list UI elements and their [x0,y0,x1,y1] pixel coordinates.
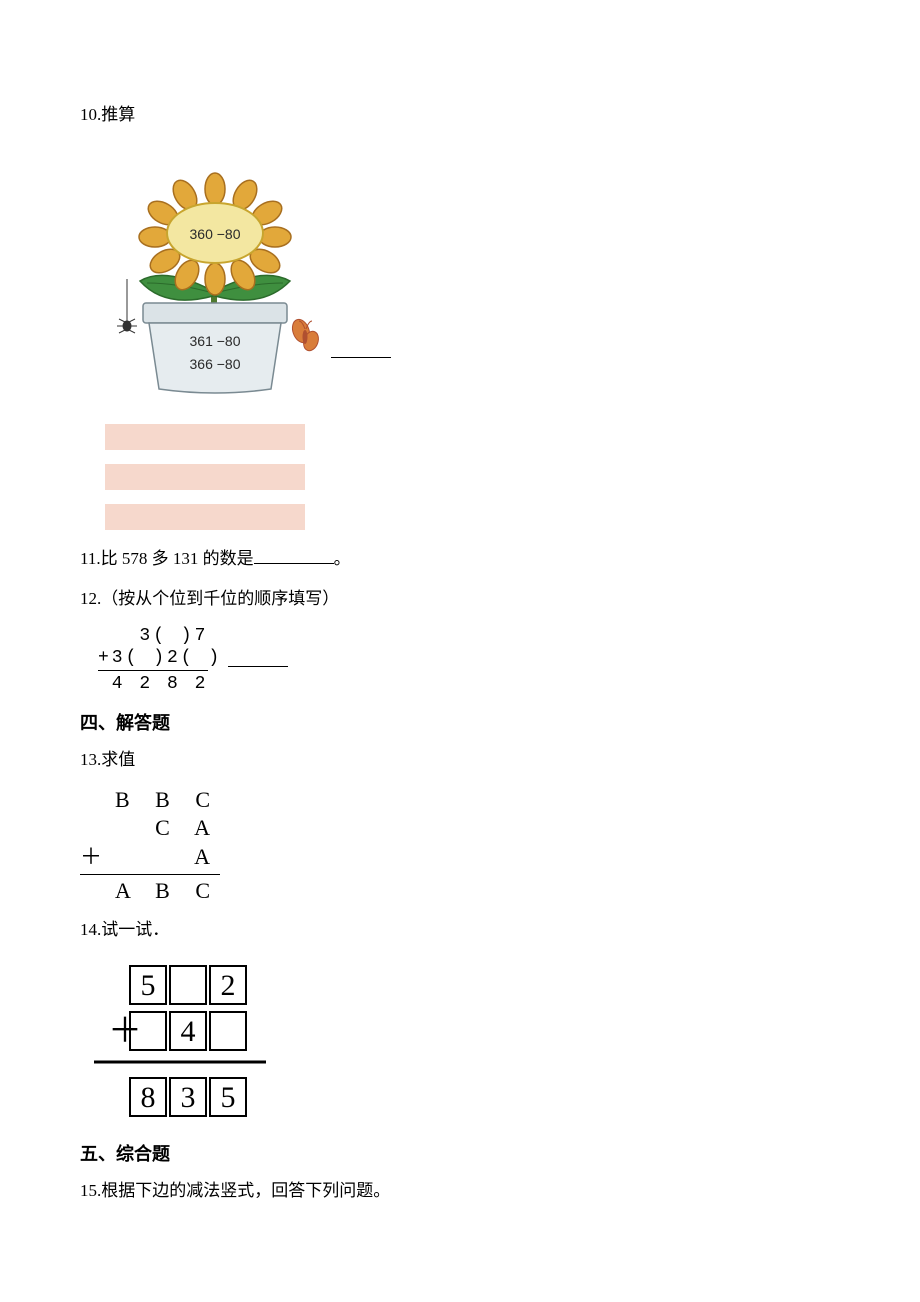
q11-line: 11.比 578 多 131 的数是 。 [80,544,840,575]
q12-row2: +3( )2( ) [98,647,222,670]
q14-number: 14. [80,920,101,939]
page: 10.推算 [0,0,920,1302]
q15-number: 15. [80,1181,101,1200]
sunflower-svg: 360 −80 361 −80 366 −80 [105,171,325,401]
q13-number: 13. [80,750,101,769]
q14-cell-1-2[interactable] [210,1012,246,1050]
q12-heading: 12.（按从个位到千位的顺序填写） [80,584,840,615]
q13-column: B B C C A ＋A A B C [80,786,220,905]
q14-d-0-2: 2 [221,969,236,1002]
q12-blank[interactable] [228,653,288,667]
q13-r3: ＋A [80,843,220,872]
q14-plus: ＋ [108,1013,142,1050]
flower-center-text: 360 −80 [190,226,241,242]
q14-d-0-0: 5 [141,969,156,1002]
q12-column: 3( )7 +3( )2( ) 4 2 8 2 [98,625,840,696]
q12-number: 12. [80,589,101,608]
q10-title: 推算 [101,105,135,124]
plus-sign: ＋ [80,843,102,872]
q14-d-2-0: 8 [141,1081,156,1114]
q10-number: 10. [80,105,101,124]
q14-d-2-2: 5 [221,1081,236,1114]
q10-sunflower-figure: 360 −80 361 −80 366 −80 [105,171,325,406]
q10-answer-boxes [105,424,305,530]
q14-cell-0-1[interactable] [170,966,206,1004]
q10-heading: 10.推算 [80,100,840,131]
q14-svg: ＋ 5 2 4 8 3 5 [80,956,280,1126]
pot-text-2: 366 −80 [190,356,241,372]
q13-r1: B B C [80,786,220,815]
q13-rule [80,874,220,875]
q10-answer-box-3[interactable] [105,504,305,530]
q14-heading: 14.试一试． [80,915,840,946]
q11-blank[interactable] [254,550,334,564]
q13-sum: A B C [80,877,220,906]
butterfly-icon [289,317,321,353]
q12-column-math: 3( )7 +3( )2( ) 4 2 8 2 [98,625,222,696]
q12-row1: 3( )7 [98,625,222,648]
q13-heading: 13.求值 [80,745,840,776]
q14-d-2-1: 3 [181,1081,196,1114]
q13-r3-val: A [194,844,220,869]
q14-d-1-1: 4 [181,1015,196,1048]
q14-figure: ＋ 5 2 4 8 3 5 [80,956,840,1126]
q10-figure-row: 360 −80 361 −80 366 −80 [80,141,840,416]
pot-text-1: 361 −80 [190,333,241,349]
q15-title: 根据下边的减法竖式，回答下列问题。 [101,1181,390,1200]
q11-suffix: 。 [334,549,351,568]
q10-answer-box-1[interactable] [105,424,305,450]
flower-pot: 361 −80 366 −80 [143,303,287,393]
q10-answer-box-2[interactable] [105,464,305,490]
q11-prefix: 比 578 多 131 的数是 [101,549,254,568]
q10-blank[interactable] [331,344,391,358]
q13-r2: C A [80,814,220,843]
q12-title: （按从个位到千位的顺序填写） [101,589,339,608]
q14-title: 试一试． [101,920,169,939]
section5-title: 五、综合题 [80,1140,840,1166]
q11-number: 11. [80,549,101,568]
q15-heading: 15.根据下边的减法竖式，回答下列问题。 [80,1176,840,1207]
section4-title: 四、解答题 [80,709,840,735]
q13-title: 求值 [101,750,135,769]
q12-sum: 4 2 8 2 [98,670,208,696]
spider-icon [117,319,137,333]
